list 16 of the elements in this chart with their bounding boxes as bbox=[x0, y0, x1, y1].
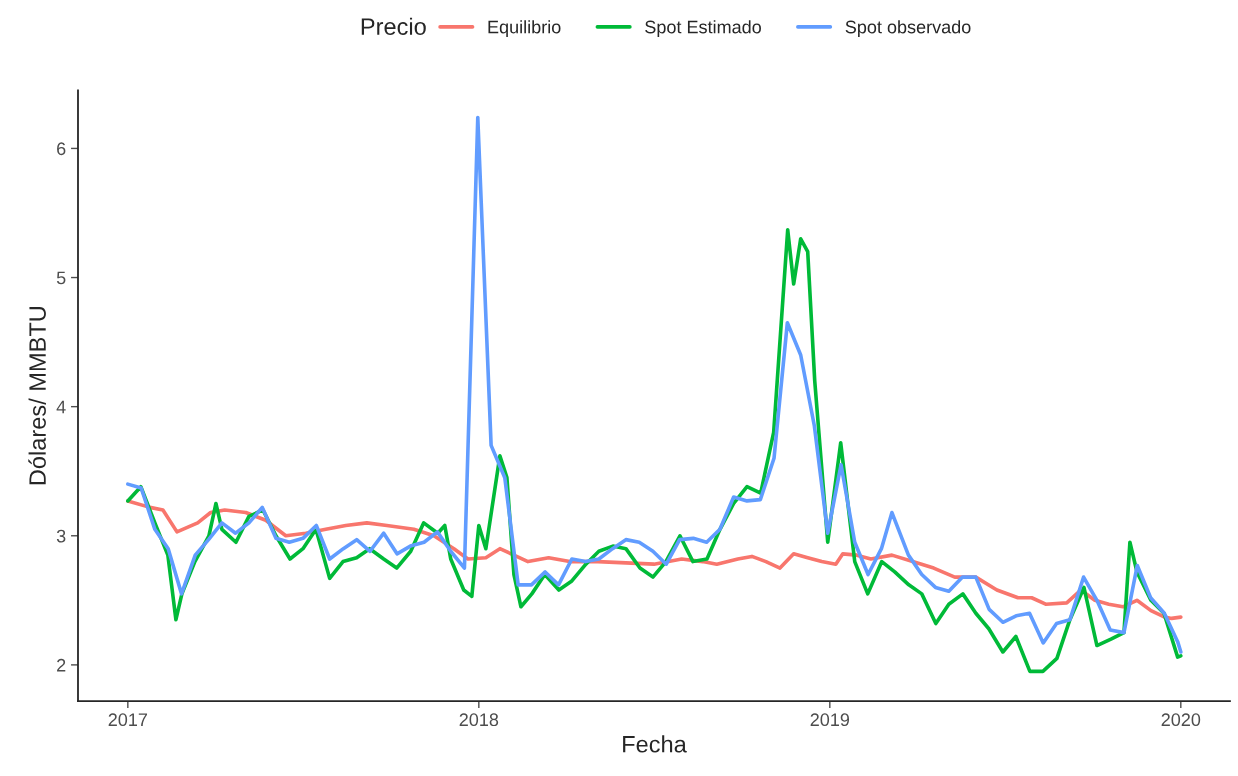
legend-label: Spot Estimado bbox=[645, 20, 761, 37]
x-tick-label: 2018 bbox=[459, 713, 499, 727]
y-tick-label: 2 bbox=[57, 658, 66, 672]
y-tick-label: 4 bbox=[56, 400, 66, 414]
y-tick-label: 6 bbox=[57, 142, 66, 156]
legend-title: Precio bbox=[361, 17, 426, 35]
x-tick-label: 2019 bbox=[810, 713, 850, 727]
x-tick-label: 2017 bbox=[108, 713, 148, 727]
x-axis-title: Fecha bbox=[623, 735, 687, 753]
x-tick-label: 2020 bbox=[1161, 713, 1201, 727]
y-tick-label: 5 bbox=[56, 271, 66, 285]
y-tick-label: 3 bbox=[56, 529, 66, 543]
legend-label: Spot observado bbox=[845, 20, 971, 37]
y-axis-title: Dólares/ MMBTU bbox=[28, 306, 46, 485]
line-series bbox=[126, 115, 1183, 654]
legend-label: Equilibrio bbox=[488, 20, 561, 37]
